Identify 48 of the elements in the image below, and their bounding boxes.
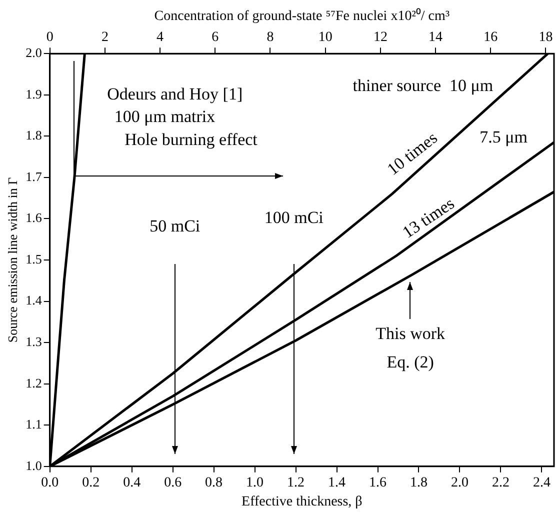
x-tick-label: 0.8 xyxy=(205,475,223,490)
annotation: This work xyxy=(376,324,446,343)
x2-tick-label: 6 xyxy=(212,30,219,45)
annotation: thiner source 10 μm xyxy=(352,76,494,96)
y-tick-label: 1.9 xyxy=(26,86,42,102)
y-tick-label: 1.5 xyxy=(26,251,42,266)
x-tick-label: 1.0 xyxy=(246,475,264,490)
x-tick-label: 0.2 xyxy=(82,475,100,490)
x-tick-label: 0.6 xyxy=(164,475,182,490)
y-tick-label: 1.4 xyxy=(26,292,42,308)
x2-tick-label: 0 xyxy=(46,30,54,45)
annotation: 100 μm matrix xyxy=(114,107,216,126)
annotation: Eq. (2) xyxy=(386,352,434,372)
annotation: 100 mCi xyxy=(264,208,324,228)
x-tick-label: 1.6 xyxy=(369,475,386,490)
y-tick-label: 1.8 xyxy=(26,128,42,143)
x2-tick-label: 16 xyxy=(484,30,498,45)
y-tick-label: 1.7 xyxy=(26,168,42,184)
x-tick-label: 1.2 xyxy=(287,475,305,490)
x-tick-label: 2.4 xyxy=(532,475,550,490)
x-axis-title: Effective thickness, β xyxy=(242,494,362,510)
y-tick-label: 1.2 xyxy=(26,375,42,390)
x2-axis-title: Concentration of ground-state ⁵⁷Fe nuclei x10²⁰/ cm³ xyxy=(154,8,450,24)
x2-tick-label: 2 xyxy=(101,30,108,45)
x-tick-label: 1.4 xyxy=(328,475,346,490)
x2-tick-label: 4 xyxy=(156,30,164,45)
annotation: 13 times xyxy=(399,194,458,242)
x2-tick-label: 12 xyxy=(373,30,388,45)
x-tick-label: 2.2 xyxy=(492,475,510,490)
annotation: 10 times xyxy=(383,128,441,179)
x-tick-label: 2.0 xyxy=(450,475,468,490)
annotation: Odeurs and Hoy [1] xyxy=(107,84,243,104)
x2-tick-label: 10 xyxy=(318,30,332,45)
y-tick-label: 1.6 xyxy=(26,210,42,226)
x2-tick-label: 14 xyxy=(428,30,443,45)
x2-tick-label: 18 xyxy=(538,30,553,45)
y-tick-label: 2.0 xyxy=(26,45,42,60)
y-tick-label: 1.0 xyxy=(26,458,42,473)
x-tick-label: 1.8 xyxy=(410,475,428,490)
y-tick-label: 1.3 xyxy=(26,334,42,349)
y-tick-label: 1.1 xyxy=(26,416,42,432)
x2-tick-label: 8 xyxy=(266,30,274,45)
annotation: 50 mCi xyxy=(150,216,200,236)
y-axis-title: Source emission line width in Γ xyxy=(5,176,20,343)
x-tick-label: 0.0 xyxy=(41,475,59,490)
annotation: Hole burning effect xyxy=(124,130,258,149)
x-tick-label: 0.4 xyxy=(123,475,141,490)
annotation: 7.5 μm xyxy=(480,128,528,147)
